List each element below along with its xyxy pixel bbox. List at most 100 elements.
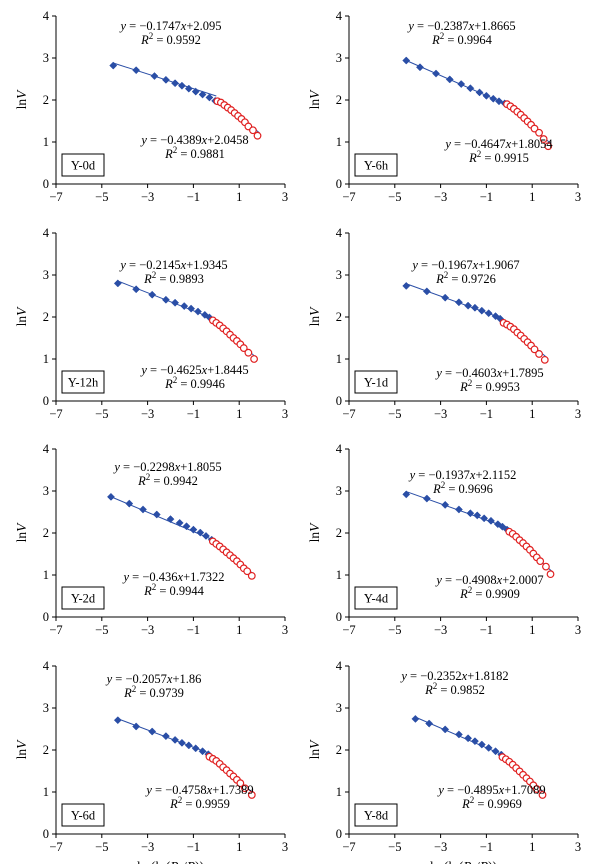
data-point-diamond — [491, 747, 500, 756]
y-tick-label: 0 — [336, 394, 342, 408]
data-point-diamond — [470, 303, 479, 312]
data-point-diamond — [473, 511, 482, 520]
x-tick-label: −5 — [95, 407, 108, 421]
data-point-diamond — [184, 84, 193, 93]
data-point-diamond — [495, 97, 503, 106]
data-point-diamond — [182, 522, 191, 531]
data-point-diamond — [454, 730, 463, 739]
fit-equation-1: y = −0.2057x+1.86 — [105, 672, 202, 686]
fit-r2-1: R2 = 0.9852 — [424, 681, 485, 697]
data-point-circle — [247, 791, 256, 799]
data-point-diamond — [191, 87, 200, 96]
fit-r2-2: R2 = 0.9915 — [468, 149, 529, 165]
data-point-diamond — [171, 735, 180, 744]
fit-r2-1: R2 = 0.9942 — [137, 472, 198, 488]
y-tick-label: 0 — [43, 394, 49, 408]
data-point-circle — [538, 791, 547, 799]
data-point-diamond — [466, 509, 475, 518]
x-tick-label: −3 — [434, 407, 447, 421]
chart-panel-y-6d: 0 1 2 3 4 −7 −5 −3 −1 1 3 lnV ln (ln(P0/P)) y = −0.20… — [14, 659, 288, 864]
data-point-diamond — [132, 66, 141, 75]
data-point-diamond — [480, 514, 489, 523]
data-point-circle — [236, 779, 245, 788]
y-tick-label: 4 — [43, 9, 50, 23]
y-tick-label: 2 — [43, 526, 49, 540]
y-tick-label: 1 — [43, 568, 49, 582]
data-point-diamond — [402, 56, 411, 65]
data-point-diamond — [177, 738, 186, 747]
data-point-diamond — [482, 91, 491, 100]
fit-r2-2: R2 = 0.9953 — [459, 378, 520, 394]
y-tick-label: 2 — [43, 93, 49, 107]
x-tick-label: 3 — [282, 623, 288, 637]
y-tick-label: 2 — [336, 310, 342, 324]
data-point-diamond — [148, 290, 157, 299]
x-tick-label: 1 — [236, 623, 242, 637]
fit-r2-1: R2 = 0.9893 — [143, 270, 204, 286]
y-tick-label: 4 — [336, 226, 343, 240]
x-tick-label: −1 — [187, 623, 200, 637]
y-tick-label: 3 — [336, 484, 342, 498]
data-point-circle — [253, 131, 262, 140]
x-tick-label: −3 — [141, 623, 154, 637]
data-point-diamond — [187, 304, 196, 313]
y-tick-label: 3 — [336, 268, 342, 282]
data-point-circle — [535, 350, 543, 358]
x-tick-label: −1 — [187, 190, 200, 204]
data-point-diamond — [180, 302, 189, 311]
data-point-diamond — [470, 737, 479, 746]
data-point-diamond — [477, 306, 486, 315]
y-axis-label: lnV — [14, 89, 29, 110]
fit-equation-1: y = −0.1967x+1.9067 — [410, 258, 519, 272]
data-point-circle — [247, 571, 256, 580]
sample-label: Y-12h — [68, 376, 99, 390]
fit-equation-1: y = −0.2145x+1.9345 — [118, 258, 227, 272]
data-point-circle — [540, 355, 549, 364]
x-tick-label: −1 — [480, 623, 493, 637]
x-tick-label: 1 — [236, 840, 242, 854]
sample-label-box — [61, 803, 105, 827]
sample-label-box — [61, 153, 105, 177]
x-tick-label: −1 — [480, 407, 493, 421]
fit-equation-2: y = −0.4647x+1.8054 — [443, 137, 553, 151]
x-tick-label: −5 — [95, 623, 108, 637]
y-axis-label: lnV — [307, 739, 322, 760]
data-point-circle — [532, 785, 541, 793]
sample-label: Y-6d — [71, 809, 96, 823]
data-point-diamond — [457, 80, 466, 88]
fit-r2-1: R2 = 0.9726 — [435, 270, 496, 286]
fit-r2-2: R2 = 0.9969 — [461, 795, 522, 811]
sample-label: Y-1d — [364, 376, 389, 390]
fit-equation-1: y = −0.2352x+1.8182 — [399, 669, 508, 683]
y-tick-label: 0 — [43, 610, 49, 624]
sample-label: Y-2d — [71, 592, 96, 606]
y-tick-label: 4 — [43, 226, 50, 240]
x-tick-label: 3 — [575, 190, 581, 204]
data-point-diamond — [464, 301, 473, 310]
fit-equation-2: y = −0.4758x+1.7389 — [144, 783, 253, 797]
sample-label: Y-4d — [364, 592, 389, 606]
sample-label-box — [61, 370, 105, 394]
data-point-diamond — [205, 93, 214, 102]
fit-equation-2: y = −0.4625x+1.8445 — [139, 363, 248, 377]
data-point-diamond — [411, 714, 420, 723]
data-point-circle — [243, 567, 252, 576]
data-point-diamond — [493, 520, 502, 529]
data-point-circle — [239, 344, 248, 352]
data-point-diamond — [487, 516, 495, 525]
y-tick-label: 2 — [43, 310, 49, 324]
data-point-diamond — [152, 510, 161, 519]
data-point-diamond — [150, 72, 159, 81]
data-point-diamond — [189, 525, 198, 534]
data-point-diamond — [416, 63, 424, 72]
x-tick-label: −5 — [388, 840, 401, 854]
x-tick-label: −7 — [49, 840, 62, 854]
y-tick-label: 2 — [336, 93, 342, 107]
fit-r2-2: R2 = 0.9946 — [164, 375, 225, 391]
x-tick-label: −7 — [342, 190, 355, 204]
